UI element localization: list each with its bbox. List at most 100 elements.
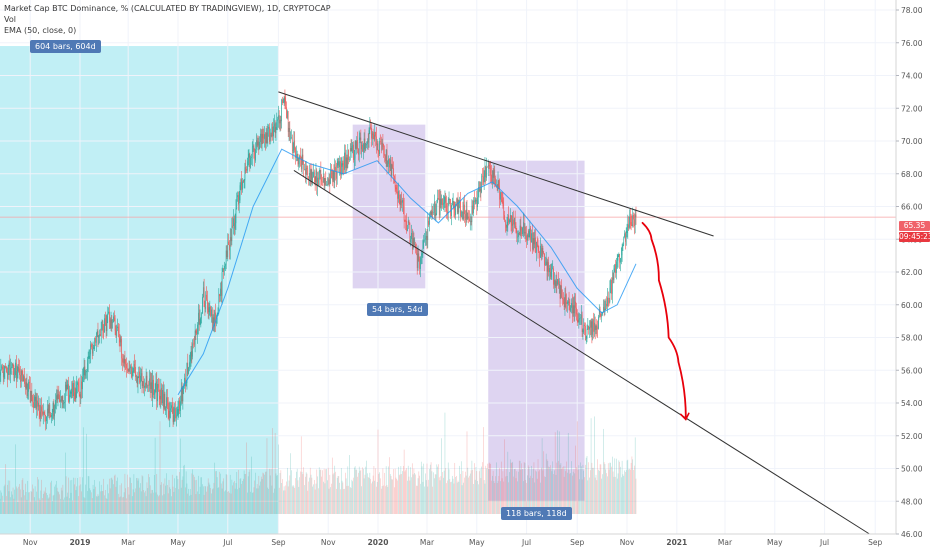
- volume-bar: [292, 484, 294, 514]
- candle-body: [550, 271, 552, 277]
- candle-body: [456, 199, 458, 206]
- volume-bar: [460, 473, 461, 514]
- volume-bar: [297, 480, 299, 514]
- volume-bar: [262, 472, 264, 514]
- candle-body: [258, 141, 260, 150]
- candle-body: [332, 171, 334, 180]
- candle-body: [402, 200, 403, 203]
- candle-body: [239, 185, 241, 201]
- candle-body: [558, 279, 559, 285]
- candle-body: [278, 115, 280, 124]
- volume-bar: [612, 471, 614, 514]
- volume-bar: [120, 496, 122, 514]
- candle-body: [314, 177, 316, 183]
- candle-body: [136, 376, 138, 384]
- volume-bar: [450, 482, 451, 514]
- candle-body: [384, 154, 385, 156]
- volume-bar: [488, 463, 490, 514]
- candle-body: [630, 222, 632, 225]
- candle-body: [310, 169, 312, 181]
- volume-bar: [142, 476, 144, 514]
- candle-body: [76, 384, 78, 389]
- volume-bar: [241, 483, 242, 514]
- candle-body: [68, 384, 69, 402]
- candle-body: [475, 200, 477, 202]
- candle-body: [591, 321, 593, 335]
- candle-body: [261, 133, 263, 145]
- candle-body: [525, 232, 527, 236]
- candle-body: [632, 214, 634, 226]
- candle-body: [509, 219, 510, 223]
- candle-body: [589, 326, 591, 328]
- volume-bar: [603, 428, 604, 514]
- volume-bar: [321, 476, 322, 514]
- volume-bar: [228, 491, 229, 514]
- candle-body: [531, 233, 532, 243]
- volume-bar: [209, 484, 211, 514]
- candle-body: [274, 123, 276, 134]
- candle-body: [218, 294, 220, 313]
- volume-bar: [497, 480, 499, 514]
- candle-body: [354, 140, 356, 159]
- candle-body: [380, 141, 382, 145]
- volume-bar: [379, 472, 380, 514]
- volume-bar: [395, 477, 397, 514]
- volume-bar: [305, 472, 307, 514]
- candle-body: [135, 367, 136, 378]
- candle-body: [499, 185, 500, 200]
- candle-body: [367, 140, 369, 143]
- volume-bar: [591, 462, 593, 514]
- candle-body: [128, 367, 130, 372]
- candle-body: [573, 305, 575, 314]
- volume-bar: [460, 461, 462, 514]
- volume-bar: [523, 462, 525, 514]
- candle-body: [502, 201, 504, 207]
- trendlines[interactable]: [278, 91, 870, 535]
- candle-body: [369, 126, 371, 131]
- upper-trendline[interactable]: [278, 91, 714, 237]
- volume-bar: [594, 416, 595, 514]
- y-tick-label-9: 60.00: [901, 301, 923, 310]
- candle-body: [379, 141, 380, 154]
- candle-body: [42, 411, 43, 415]
- volume-bar: [569, 473, 571, 514]
- y-tick-label-13: 52.00: [901, 432, 923, 441]
- volume-bar: [168, 479, 170, 514]
- candle-body: [90, 344, 91, 355]
- volume-bar: [327, 467, 329, 514]
- volume-bar: [364, 474, 366, 514]
- lower-trendline[interactable]: [293, 170, 870, 535]
- candle-body: [411, 233, 413, 249]
- volume-bar: [136, 477, 138, 514]
- candle-body: [191, 351, 193, 357]
- volume-bar: [99, 481, 100, 514]
- candle-body: [603, 306, 605, 311]
- candle-body: [494, 169, 496, 179]
- volume-bar: [118, 493, 119, 514]
- candle-body: [229, 244, 230, 251]
- volume-bar: [474, 479, 476, 514]
- candle-body: [485, 166, 487, 178]
- candle-body: [634, 214, 636, 227]
- volume-bar: [133, 474, 135, 514]
- candle-body: [625, 232, 627, 242]
- candle-body: [610, 279, 611, 288]
- candle-body: [564, 294, 566, 308]
- volume-bar: [346, 485, 348, 514]
- volume-bar: [9, 480, 11, 514]
- candle-body: [598, 309, 600, 317]
- candle-body: [399, 199, 401, 205]
- volume-bar: [164, 478, 166, 514]
- candle-body: [580, 317, 581, 319]
- candle-body: [251, 146, 253, 157]
- volume-bar: [429, 464, 431, 514]
- volume-bar: [145, 490, 146, 514]
- candle-body: [189, 361, 191, 363]
- volume-bar: [77, 478, 78, 514]
- candle-body: [2, 369, 4, 378]
- candle-body: [265, 134, 266, 144]
- candle-body: [91, 344, 92, 348]
- candle-body: [160, 387, 162, 400]
- volume-bar: [203, 494, 205, 514]
